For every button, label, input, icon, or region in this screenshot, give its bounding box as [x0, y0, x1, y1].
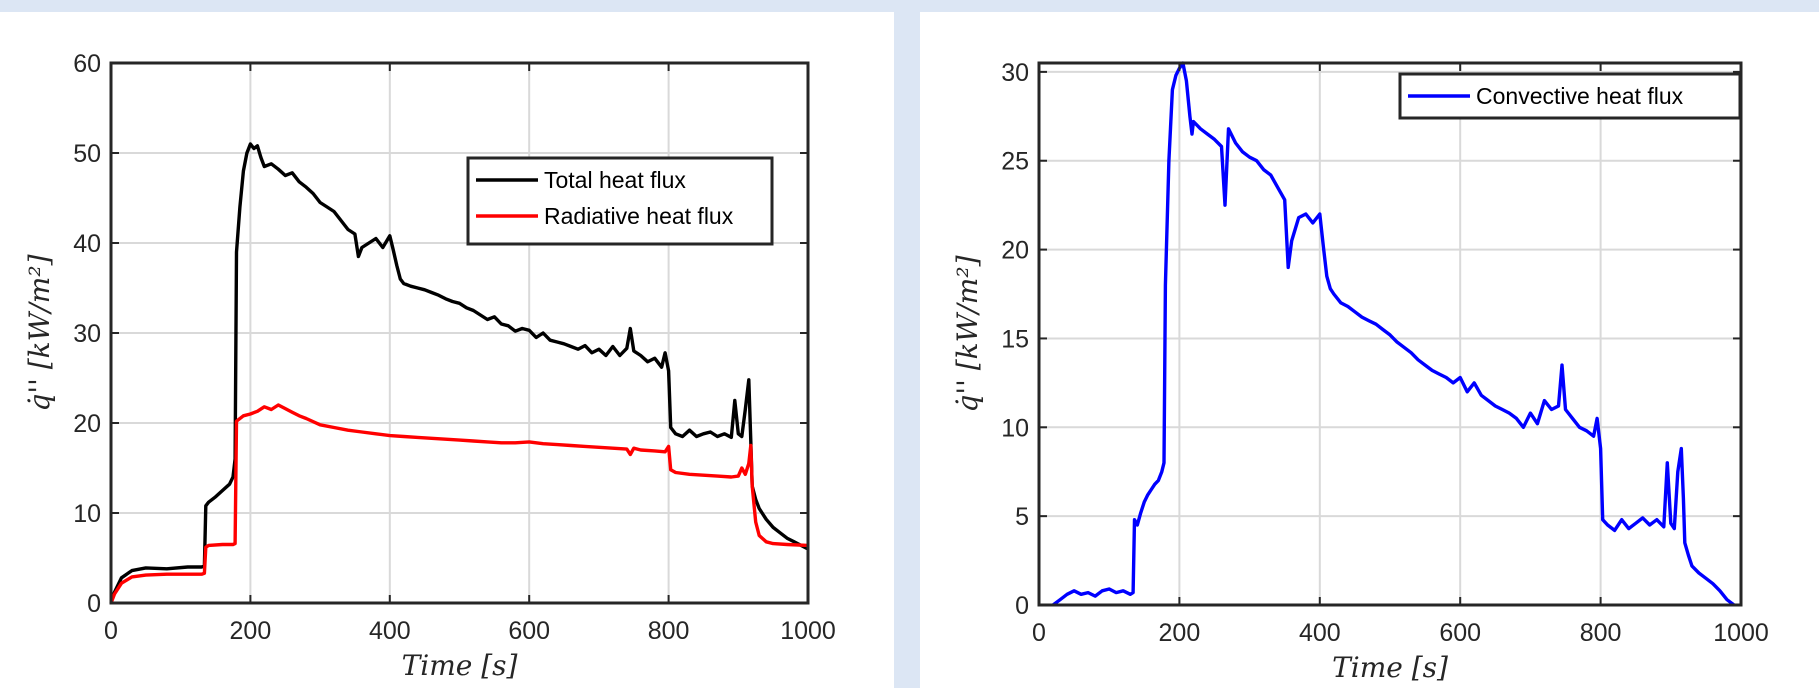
chart2-series-line-1: [1051, 61, 1736, 607]
chart1-y-tick-label: 0: [87, 590, 101, 618]
chart2-x-tick-label: 800: [1580, 619, 1622, 647]
chart1-y-tick-label: 20: [73, 410, 101, 438]
chart1-x-axis-label: Time [s]: [402, 649, 518, 682]
chart1-x-tick-label: 400: [369, 617, 411, 645]
chart1-x-tick-label: 0: [104, 617, 118, 645]
chart1-x-tick-label: 600: [508, 617, 550, 645]
left-chart: 0 200 400 600 800 1000 0 10 20 30 40 50 60 Time [s] q̇…: [23, 50, 836, 682]
chart2-y-axis-label: q̇'' [kW/m²]: [951, 255, 984, 412]
chart1-y-tick-label: 10: [73, 500, 101, 528]
chart2-axes-box: [1037, 61, 1743, 607]
chart2-x-tick-label: 400: [1299, 619, 1341, 647]
chart1-series-line-1: [109, 142, 809, 604]
chart2-x-tick-label: 1000: [1713, 619, 1769, 647]
chart1-x-tick-label: 200: [230, 617, 272, 645]
chart2-legend-box: [1398, 72, 1742, 120]
chart1-x-tick-label: 800: [648, 617, 690, 645]
chart1-series-line-2: [109, 403, 809, 604]
chart1-y-tick-label: 30: [73, 320, 101, 348]
chart2-y-tick-label: 30: [1001, 59, 1029, 87]
chart1-x-tick-label: 1000: [780, 617, 836, 645]
chart1-y-tick-label: 60: [73, 50, 101, 78]
chart2-y-tick-label: 20: [1001, 237, 1029, 265]
chart1-legend: Total heat flux Radiative heat flux: [466, 156, 774, 246]
chart2-x-axis-label: Time [s]: [1332, 651, 1448, 684]
chart1-y-tick-label: 50: [73, 140, 101, 168]
chart2-y-tick-label: 0: [1015, 592, 1029, 620]
chart2-x-tick-label: 0: [1032, 619, 1046, 647]
chart2-x-tick-label: 200: [1159, 619, 1201, 647]
chart2-legend-label-1: Convective heat flux: [1476, 83, 1684, 109]
chart2-y-tick-label: 15: [1001, 325, 1029, 353]
right-chart: 0 200 400 600 800 1000 0 5 10 15 20 25 30 Time [s] q̇'…: [951, 59, 1769, 684]
right-chart-panel: 0 200 400 600 800 1000 0 5 10 15 20 25 30 Time [s] q̇'…: [920, 12, 1819, 688]
chart2-legend: Convective heat flux: [1398, 72, 1742, 120]
chart2-y-tick-label: 25: [1001, 148, 1029, 176]
chart2-y-tick-label: 10: [1001, 414, 1029, 442]
left-chart-panel: 0 200 400 600 800 1000 0 10 20 30 40 50 60 Time [s] q̇…: [0, 12, 894, 688]
chart1-y-axis-label: q̇'' [kW/m²]: [23, 254, 56, 411]
chart2-x-tick-label: 600: [1439, 619, 1481, 647]
chart1-legend-label-2: Radiative heat flux: [544, 203, 734, 229]
chart2-y-tick-label: 5: [1015, 503, 1029, 531]
chart1-y-tick-label: 40: [73, 230, 101, 258]
chart1-legend-box: [466, 156, 774, 246]
chart1-legend-label-1: Total heat flux: [544, 167, 686, 193]
